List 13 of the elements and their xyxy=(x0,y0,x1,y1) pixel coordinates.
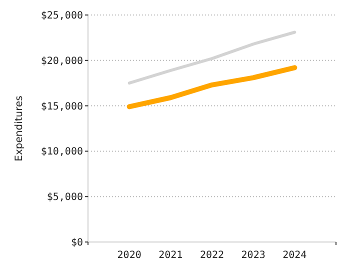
x-tick-label: 2024 xyxy=(282,250,307,261)
line-series xyxy=(128,30,296,85)
y-tick-label: $0 xyxy=(70,238,83,248)
x-tick-label: 2021 xyxy=(158,250,183,261)
y-tick-label: $25,000 xyxy=(40,10,83,22)
x-tick-label: 2022 xyxy=(200,250,224,261)
y-axis-title: Expenditures xyxy=(14,96,25,162)
y-tick-label: $20,000 xyxy=(40,56,83,67)
y-tick-label: $10,000 xyxy=(40,146,83,158)
x-tick-label: 2020 xyxy=(117,250,142,261)
y-tick-label: $5,000 xyxy=(46,192,83,204)
x-tick-label: 2023 xyxy=(241,250,266,261)
y-tick-label: $15,000 xyxy=(40,101,83,112)
